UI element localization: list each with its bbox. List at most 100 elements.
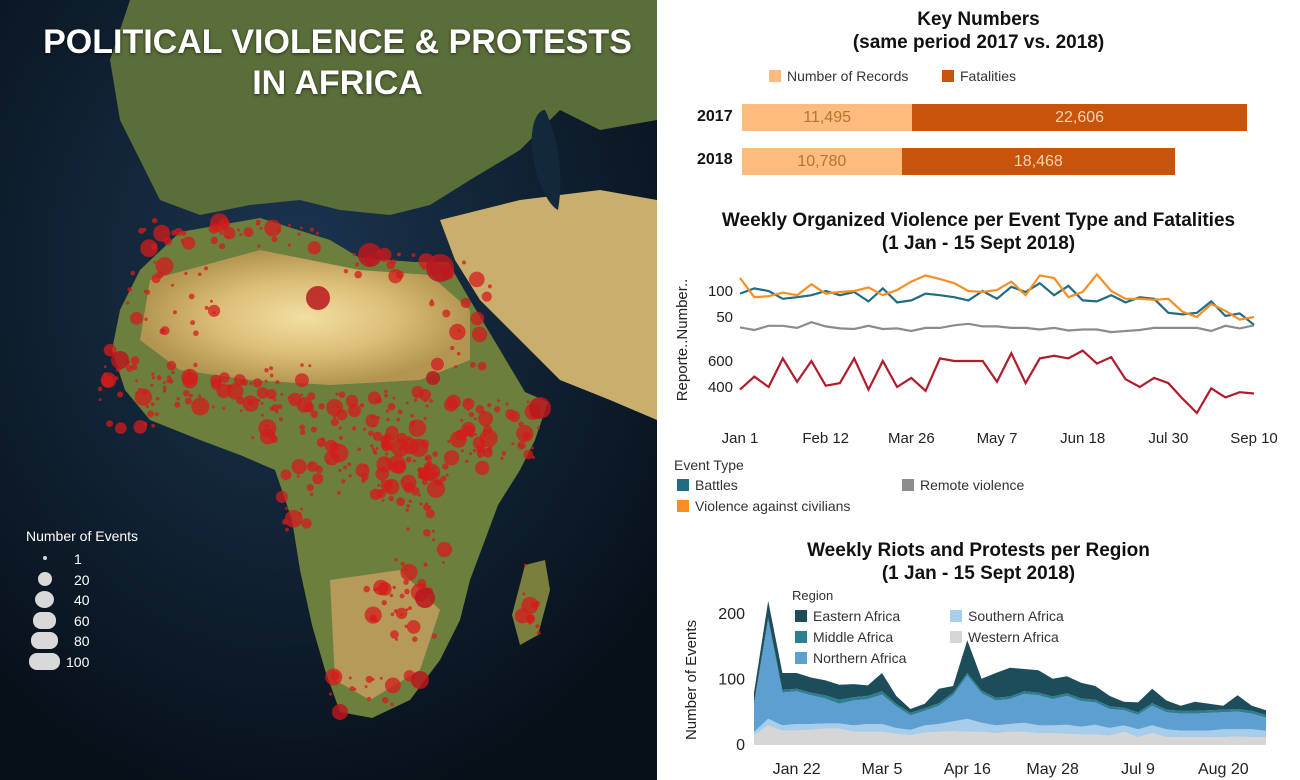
event-dot bbox=[400, 561, 405, 567]
event-dot bbox=[144, 317, 148, 321]
event-dot bbox=[404, 588, 410, 595]
event-dot bbox=[188, 293, 195, 300]
event-dot bbox=[271, 404, 279, 412]
event-dot bbox=[388, 495, 394, 502]
event-dot bbox=[135, 379, 139, 383]
event-dot bbox=[535, 624, 540, 629]
event-dot bbox=[273, 398, 277, 402]
event-dot bbox=[423, 399, 427, 403]
violence-line-chart[interactable]: 50 100 400 600 Reporte..Number.. Jan 1 Feb 12 M… bbox=[657, 0, 1300, 460]
bar-2018-records[interactable]: 10,780 bbox=[742, 148, 902, 175]
legend-southern-africa[interactable]: Southern Africa bbox=[950, 608, 1064, 624]
size-legend-item: 40 bbox=[26, 590, 138, 611]
event-dot bbox=[412, 459, 416, 463]
event-dot bbox=[162, 385, 167, 390]
event-dot-large bbox=[415, 588, 435, 608]
event-dot bbox=[475, 460, 490, 476]
event-dot-large bbox=[529, 397, 551, 419]
event-dot bbox=[312, 473, 324, 485]
event-dot bbox=[97, 386, 103, 392]
event-dot bbox=[100, 372, 117, 389]
event-dot bbox=[288, 223, 291, 227]
swatch bbox=[769, 70, 781, 82]
event-dot bbox=[163, 388, 167, 392]
event-dot bbox=[478, 411, 494, 427]
event-dot bbox=[400, 613, 404, 617]
event-dot bbox=[526, 400, 530, 404]
event-dot bbox=[301, 518, 312, 529]
africa-event-map[interactable] bbox=[0, 0, 657, 780]
event-dot bbox=[325, 668, 343, 686]
swatch bbox=[950, 631, 962, 643]
event-dot bbox=[174, 227, 183, 236]
event-dot bbox=[364, 685, 368, 689]
event-dot bbox=[400, 474, 417, 491]
event-dot bbox=[469, 271, 485, 288]
event-dot bbox=[154, 412, 159, 417]
swatch bbox=[950, 610, 962, 622]
legend-eastern-africa[interactable]: Eastern Africa bbox=[795, 608, 900, 624]
riots-area-chart[interactable]: 0 100 200 Number of Events Jan 22 Mar 5 Apr 16… bbox=[657, 0, 1300, 780]
event-dot bbox=[392, 396, 396, 400]
event-dot bbox=[385, 409, 390, 413]
legend-western-africa[interactable]: Western Africa bbox=[950, 629, 1059, 645]
event-dot bbox=[309, 492, 314, 497]
bar-2018-fatalities[interactable]: 18,468 bbox=[901, 148, 1176, 175]
event-dot bbox=[425, 509, 435, 519]
x-tick-label: May 7 bbox=[977, 430, 1018, 447]
series-line-battles bbox=[739, 281, 1255, 326]
event-dot bbox=[375, 397, 382, 404]
event-dot bbox=[385, 452, 389, 456]
event-dot bbox=[275, 380, 280, 385]
swatch bbox=[942, 70, 954, 82]
event-dot bbox=[125, 301, 130, 305]
swatch bbox=[902, 479, 914, 491]
event-dot bbox=[461, 421, 476, 437]
legend-northern-africa[interactable]: Northern Africa bbox=[795, 650, 906, 666]
caspian-sea bbox=[531, 110, 561, 210]
x-tick-label: Jan 1 bbox=[722, 430, 759, 447]
event-dot bbox=[204, 305, 209, 310]
event-dot bbox=[467, 408, 471, 411]
event-dot bbox=[431, 633, 437, 639]
event-dot bbox=[442, 309, 451, 318]
event-dot bbox=[445, 473, 449, 477]
event-dot bbox=[299, 424, 306, 431]
event-dot bbox=[511, 442, 515, 446]
event-dot bbox=[193, 362, 198, 368]
legend-middle-africa[interactable]: Middle Africa bbox=[795, 629, 893, 645]
event-dot bbox=[284, 509, 303, 528]
y-tick-label: 600 bbox=[708, 353, 733, 370]
event-dot bbox=[191, 397, 210, 416]
event-dot bbox=[219, 372, 230, 383]
legend-battles[interactable]: Battles bbox=[677, 477, 738, 493]
map-title-line1: POLITICAL VIOLENCE & PROTESTS bbox=[43, 23, 632, 61]
swatch bbox=[677, 479, 689, 491]
event-dot bbox=[117, 391, 124, 398]
legend-fatalities[interactable]: Fatalities bbox=[942, 68, 1016, 84]
event-dot bbox=[355, 463, 370, 478]
bar-2017-records[interactable]: 11,495 bbox=[742, 104, 913, 131]
event-dot bbox=[251, 436, 255, 439]
event-dot bbox=[412, 636, 418, 642]
bar-2017-fatalities[interactable]: 22,606 bbox=[912, 104, 1247, 131]
event-dot bbox=[384, 393, 388, 398]
event-dot-large bbox=[426, 254, 454, 282]
event-dot bbox=[296, 474, 300, 478]
legend-remote-violence[interactable]: Remote violence bbox=[902, 477, 1024, 493]
y-tick-label: 100 bbox=[708, 283, 733, 300]
event-dot bbox=[375, 447, 379, 451]
event-dot bbox=[171, 283, 174, 287]
event-dot bbox=[376, 456, 393, 473]
x-tick-label: May 28 bbox=[1026, 761, 1079, 778]
area-eastern-africa bbox=[754, 600, 1266, 715]
legend-number-of-records[interactable]: Number of Records bbox=[769, 68, 908, 84]
event-dot bbox=[269, 366, 274, 371]
legend-violence-against-civilians[interactable]: Violence against civilians bbox=[677, 498, 850, 514]
event-dot bbox=[287, 396, 291, 400]
event-dot bbox=[343, 465, 348, 470]
event-dot bbox=[209, 299, 213, 303]
event-dot bbox=[156, 375, 162, 381]
event-dot bbox=[472, 448, 477, 453]
year-label: 2018 bbox=[697, 151, 733, 168]
